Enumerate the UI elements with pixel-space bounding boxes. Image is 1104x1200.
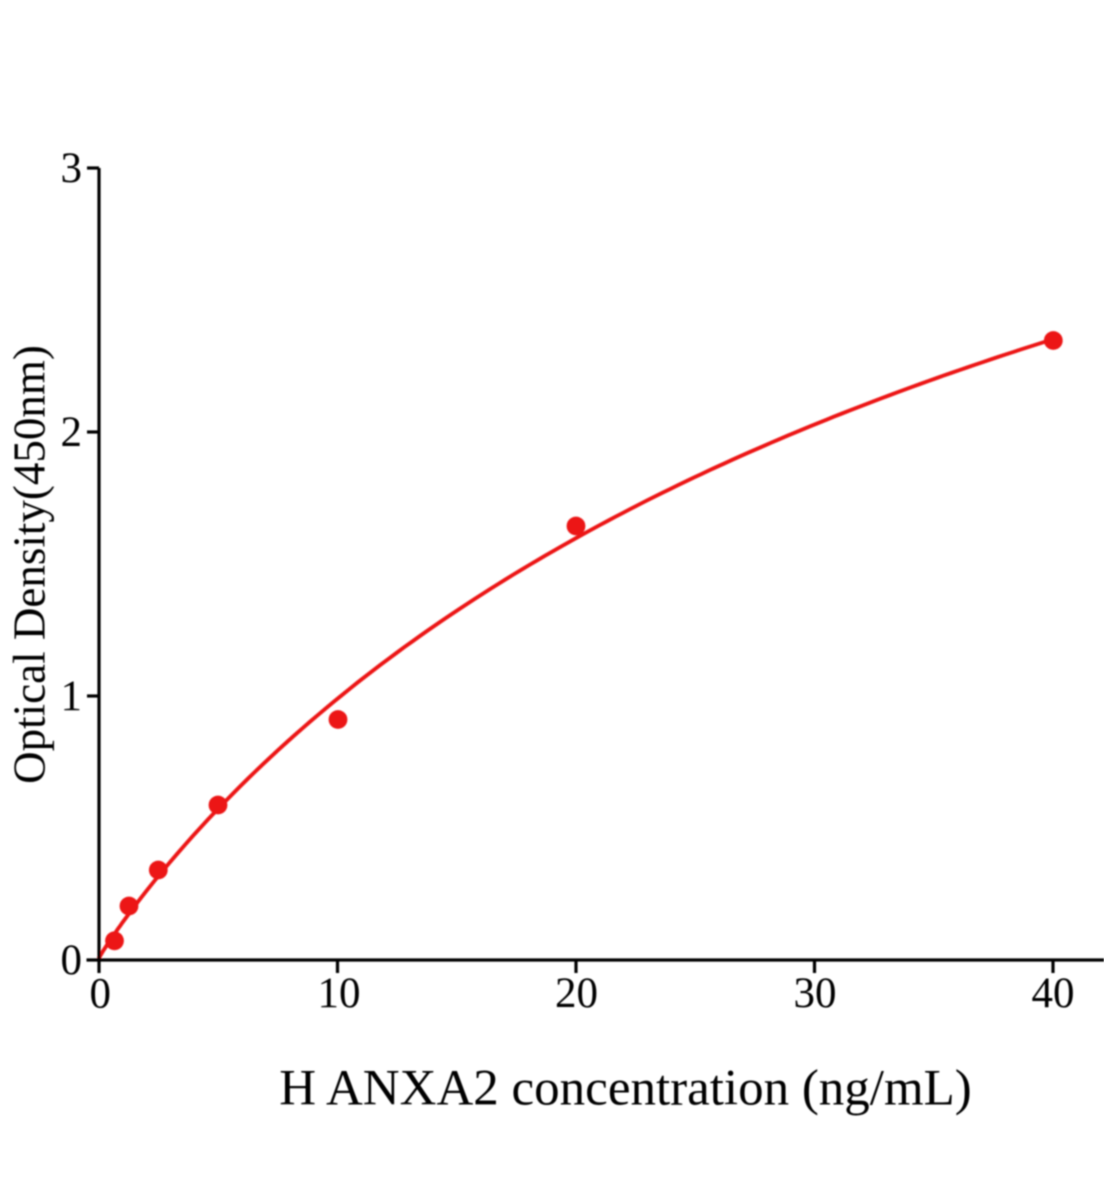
svg-text:H ANXA2 concentration (ng/mL): H ANXA2 concentration (ng/mL) bbox=[279, 1061, 972, 1117]
svg-text:Optical Density(450nm): Optical Density(450nm) bbox=[5, 345, 55, 784]
svg-text:20: 20 bbox=[555, 970, 598, 1017]
svg-text:2: 2 bbox=[61, 409, 83, 456]
svg-text:30: 30 bbox=[794, 970, 837, 1017]
svg-text:0: 0 bbox=[90, 971, 112, 1018]
svg-text:0: 0 bbox=[61, 937, 83, 984]
svg-text:10: 10 bbox=[318, 970, 361, 1017]
svg-text:40: 40 bbox=[1032, 970, 1075, 1017]
svg-text:3: 3 bbox=[61, 145, 83, 192]
svg-text:1: 1 bbox=[61, 673, 83, 720]
